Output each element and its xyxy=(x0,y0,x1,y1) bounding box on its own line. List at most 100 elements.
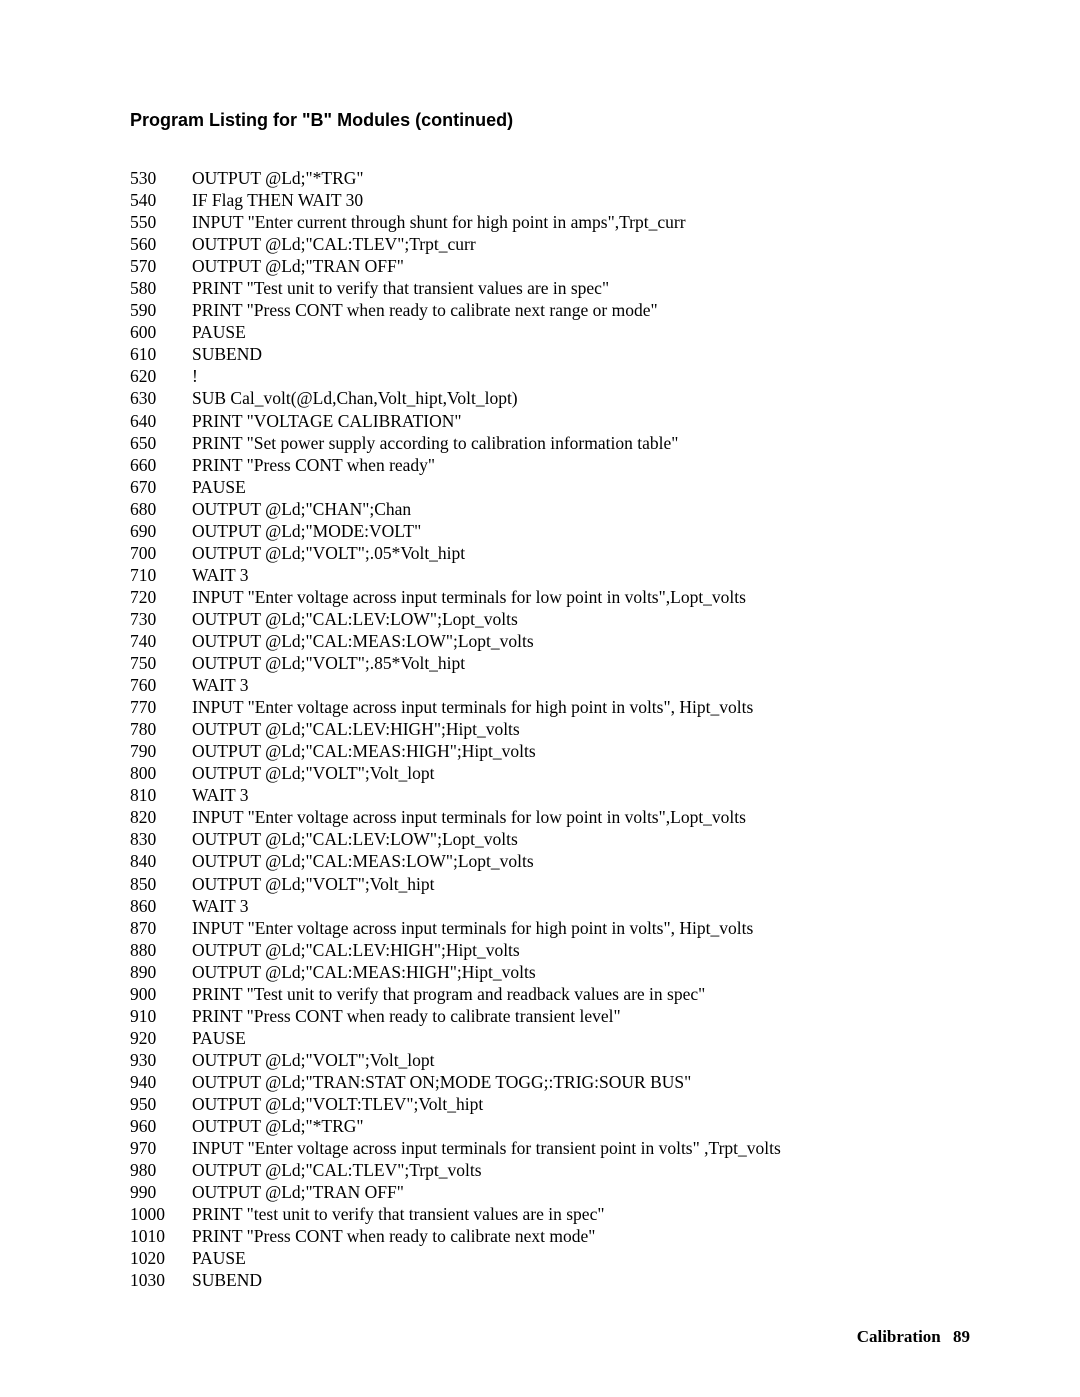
code-line: 810WAIT 3 xyxy=(130,784,960,806)
code-line: 550INPUT "Enter current through shunt fo… xyxy=(130,211,960,233)
line-code: OUTPUT @Ld;"TRAN OFF" xyxy=(192,1181,404,1203)
line-number: 870 xyxy=(130,917,192,939)
line-number: 760 xyxy=(130,674,192,696)
line-code: PRINT "Test unit to verify that program … xyxy=(192,983,705,1005)
line-code: OUTPUT @Ld;"CAL:MEAS:LOW";Lopt_volts xyxy=(192,630,534,652)
line-code: INPUT "Enter voltage across input termin… xyxy=(192,917,753,939)
line-number: 860 xyxy=(130,895,192,917)
line-number: 690 xyxy=(130,520,192,542)
code-line: 1010PRINT "Press CONT when ready to cali… xyxy=(130,1225,960,1247)
line-code: OUTPUT @Ld;"CHAN";Chan xyxy=(192,498,411,520)
code-line: 790OUTPUT @Ld;"CAL:MEAS:HIGH";Hipt_volts xyxy=(130,740,960,762)
line-number: 970 xyxy=(130,1137,192,1159)
code-line: 850OUTPUT @Ld;"VOLT";Volt_hipt xyxy=(130,873,960,895)
code-line: 590PRINT "Press CONT when ready to calib… xyxy=(130,299,960,321)
code-line: 1000PRINT "test unit to verify that tran… xyxy=(130,1203,960,1225)
line-number: 800 xyxy=(130,762,192,784)
line-code: OUTPUT @Ld;"CAL:TLEV";Trpt_curr xyxy=(192,233,476,255)
code-line: 990OUTPUT @Ld;"TRAN OFF" xyxy=(130,1181,960,1203)
code-line: 610SUBEND xyxy=(130,343,960,365)
line-code: OUTPUT @Ld;"CAL:MEAS:HIGH";Hipt_volts xyxy=(192,961,536,983)
code-line: 1020PAUSE xyxy=(130,1247,960,1269)
code-line: 880OUTPUT @Ld;"CAL:LEV:HIGH";Hipt_volts xyxy=(130,939,960,961)
line-code: PRINT "Set power supply according to cal… xyxy=(192,432,678,454)
line-code: INPUT "Enter voltage across input termin… xyxy=(192,586,746,608)
line-number: 1010 xyxy=(130,1225,192,1247)
line-number: 570 xyxy=(130,255,192,277)
code-line: 540IF Flag THEN WAIT 30 xyxy=(130,189,960,211)
line-number: 630 xyxy=(130,387,192,409)
code-line: 600PAUSE xyxy=(130,321,960,343)
code-line: 670PAUSE xyxy=(130,476,960,498)
line-number: 1000 xyxy=(130,1203,192,1225)
code-line: 820INPUT "Enter voltage across input ter… xyxy=(130,806,960,828)
line-number: 960 xyxy=(130,1115,192,1137)
line-code: OUTPUT @Ld;"MODE:VOLT" xyxy=(192,520,421,542)
line-code: WAIT 3 xyxy=(192,784,249,806)
code-line: 860WAIT 3 xyxy=(130,895,960,917)
line-code: PRINT "Press CONT when ready to calibrat… xyxy=(192,299,658,321)
line-code: INPUT "Enter voltage across input termin… xyxy=(192,1137,781,1159)
line-number: 580 xyxy=(130,277,192,299)
code-line: 950OUTPUT @Ld;"VOLT:TLEV";Volt_hipt xyxy=(130,1093,960,1115)
code-line: 570OUTPUT @Ld;"TRAN OFF" xyxy=(130,255,960,277)
line-code: INPUT "Enter current through shunt for h… xyxy=(192,211,686,233)
line-number: 670 xyxy=(130,476,192,498)
code-line: 930OUTPUT @Ld;"VOLT";Volt_lopt xyxy=(130,1049,960,1071)
line-number: 1020 xyxy=(130,1247,192,1269)
line-code: OUTPUT @Ld;"CAL:LEV:LOW";Lopt_volts xyxy=(192,608,518,630)
line-code: IF Flag THEN WAIT 30 xyxy=(192,189,363,211)
code-line: 960OUTPUT @Ld;"*TRG" xyxy=(130,1115,960,1137)
code-line: 690OUTPUT @Ld;"MODE:VOLT" xyxy=(130,520,960,542)
section-heading: Program Listing for "B" Modules (continu… xyxy=(130,110,960,131)
code-line: 760WAIT 3 xyxy=(130,674,960,696)
line-number: 1030 xyxy=(130,1269,192,1291)
footer-page-number: 89 xyxy=(953,1327,970,1346)
code-line: 620! xyxy=(130,365,960,387)
code-line: 530OUTPUT @Ld;"*TRG" xyxy=(130,167,960,189)
line-number: 750 xyxy=(130,652,192,674)
line-number: 600 xyxy=(130,321,192,343)
line-code: PRINT "Press CONT when ready to calibrat… xyxy=(192,1225,595,1247)
line-code: OUTPUT @Ld;"CAL:MEAS:LOW";Lopt_volts xyxy=(192,850,534,872)
page-footer: Calibration 89 xyxy=(857,1327,970,1347)
code-line: 770INPUT "Enter voltage across input ter… xyxy=(130,696,960,718)
line-code: OUTPUT @Ld;"TRAN:STAT ON;MODE TOGG;:TRIG… xyxy=(192,1071,691,1093)
line-number: 840 xyxy=(130,850,192,872)
line-code: OUTPUT @Ld;"VOLT";Volt_lopt xyxy=(192,762,435,784)
line-number: 550 xyxy=(130,211,192,233)
line-code: WAIT 3 xyxy=(192,674,249,696)
code-line: 900PRINT "Test unit to verify that progr… xyxy=(130,983,960,1005)
line-code: WAIT 3 xyxy=(192,564,249,586)
line-code: OUTPUT @Ld;"VOLT:TLEV";Volt_hipt xyxy=(192,1093,483,1115)
line-code: ! xyxy=(192,365,198,387)
line-number: 810 xyxy=(130,784,192,806)
code-line: 840OUTPUT @Ld;"CAL:MEAS:LOW";Lopt_volts xyxy=(130,850,960,872)
code-line: 740OUTPUT @Ld;"CAL:MEAS:LOW";Lopt_volts xyxy=(130,630,960,652)
line-number: 830 xyxy=(130,828,192,850)
line-code: SUBEND xyxy=(192,343,262,365)
code-line: 800OUTPUT @Ld;"VOLT";Volt_lopt xyxy=(130,762,960,784)
line-number: 530 xyxy=(130,167,192,189)
line-code: OUTPUT @Ld;"CAL:LEV:LOW";Lopt_volts xyxy=(192,828,518,850)
line-number: 640 xyxy=(130,410,192,432)
code-line: 680OUTPUT @Ld;"CHAN";Chan xyxy=(130,498,960,520)
line-number: 780 xyxy=(130,718,192,740)
line-code: OUTPUT @Ld;"VOLT";.85*Volt_hipt xyxy=(192,652,465,674)
code-line: 830OUTPUT @Ld;"CAL:LEV:LOW";Lopt_volts xyxy=(130,828,960,850)
line-number: 950 xyxy=(130,1093,192,1115)
line-code: PAUSE xyxy=(192,1027,246,1049)
page-container: Program Listing for "B" Modules (continu… xyxy=(0,0,1080,1351)
code-line: 870INPUT "Enter voltage across input ter… xyxy=(130,917,960,939)
line-number: 680 xyxy=(130,498,192,520)
line-number: 880 xyxy=(130,939,192,961)
line-code: INPUT "Enter voltage across input termin… xyxy=(192,806,746,828)
code-line: 640PRINT "VOLTAGE CALIBRATION" xyxy=(130,410,960,432)
line-number: 850 xyxy=(130,873,192,895)
line-code: OUTPUT @Ld;"CAL:LEV:HIGH";Hipt_volts xyxy=(192,939,520,961)
line-number: 610 xyxy=(130,343,192,365)
line-number: 910 xyxy=(130,1005,192,1027)
line-code: PRINT "VOLTAGE CALIBRATION" xyxy=(192,410,462,432)
line-code: OUTPUT @Ld;"CAL:MEAS:HIGH";Hipt_volts xyxy=(192,740,536,762)
code-line: 700OUTPUT @Ld;"VOLT";.05*Volt_hipt xyxy=(130,542,960,564)
